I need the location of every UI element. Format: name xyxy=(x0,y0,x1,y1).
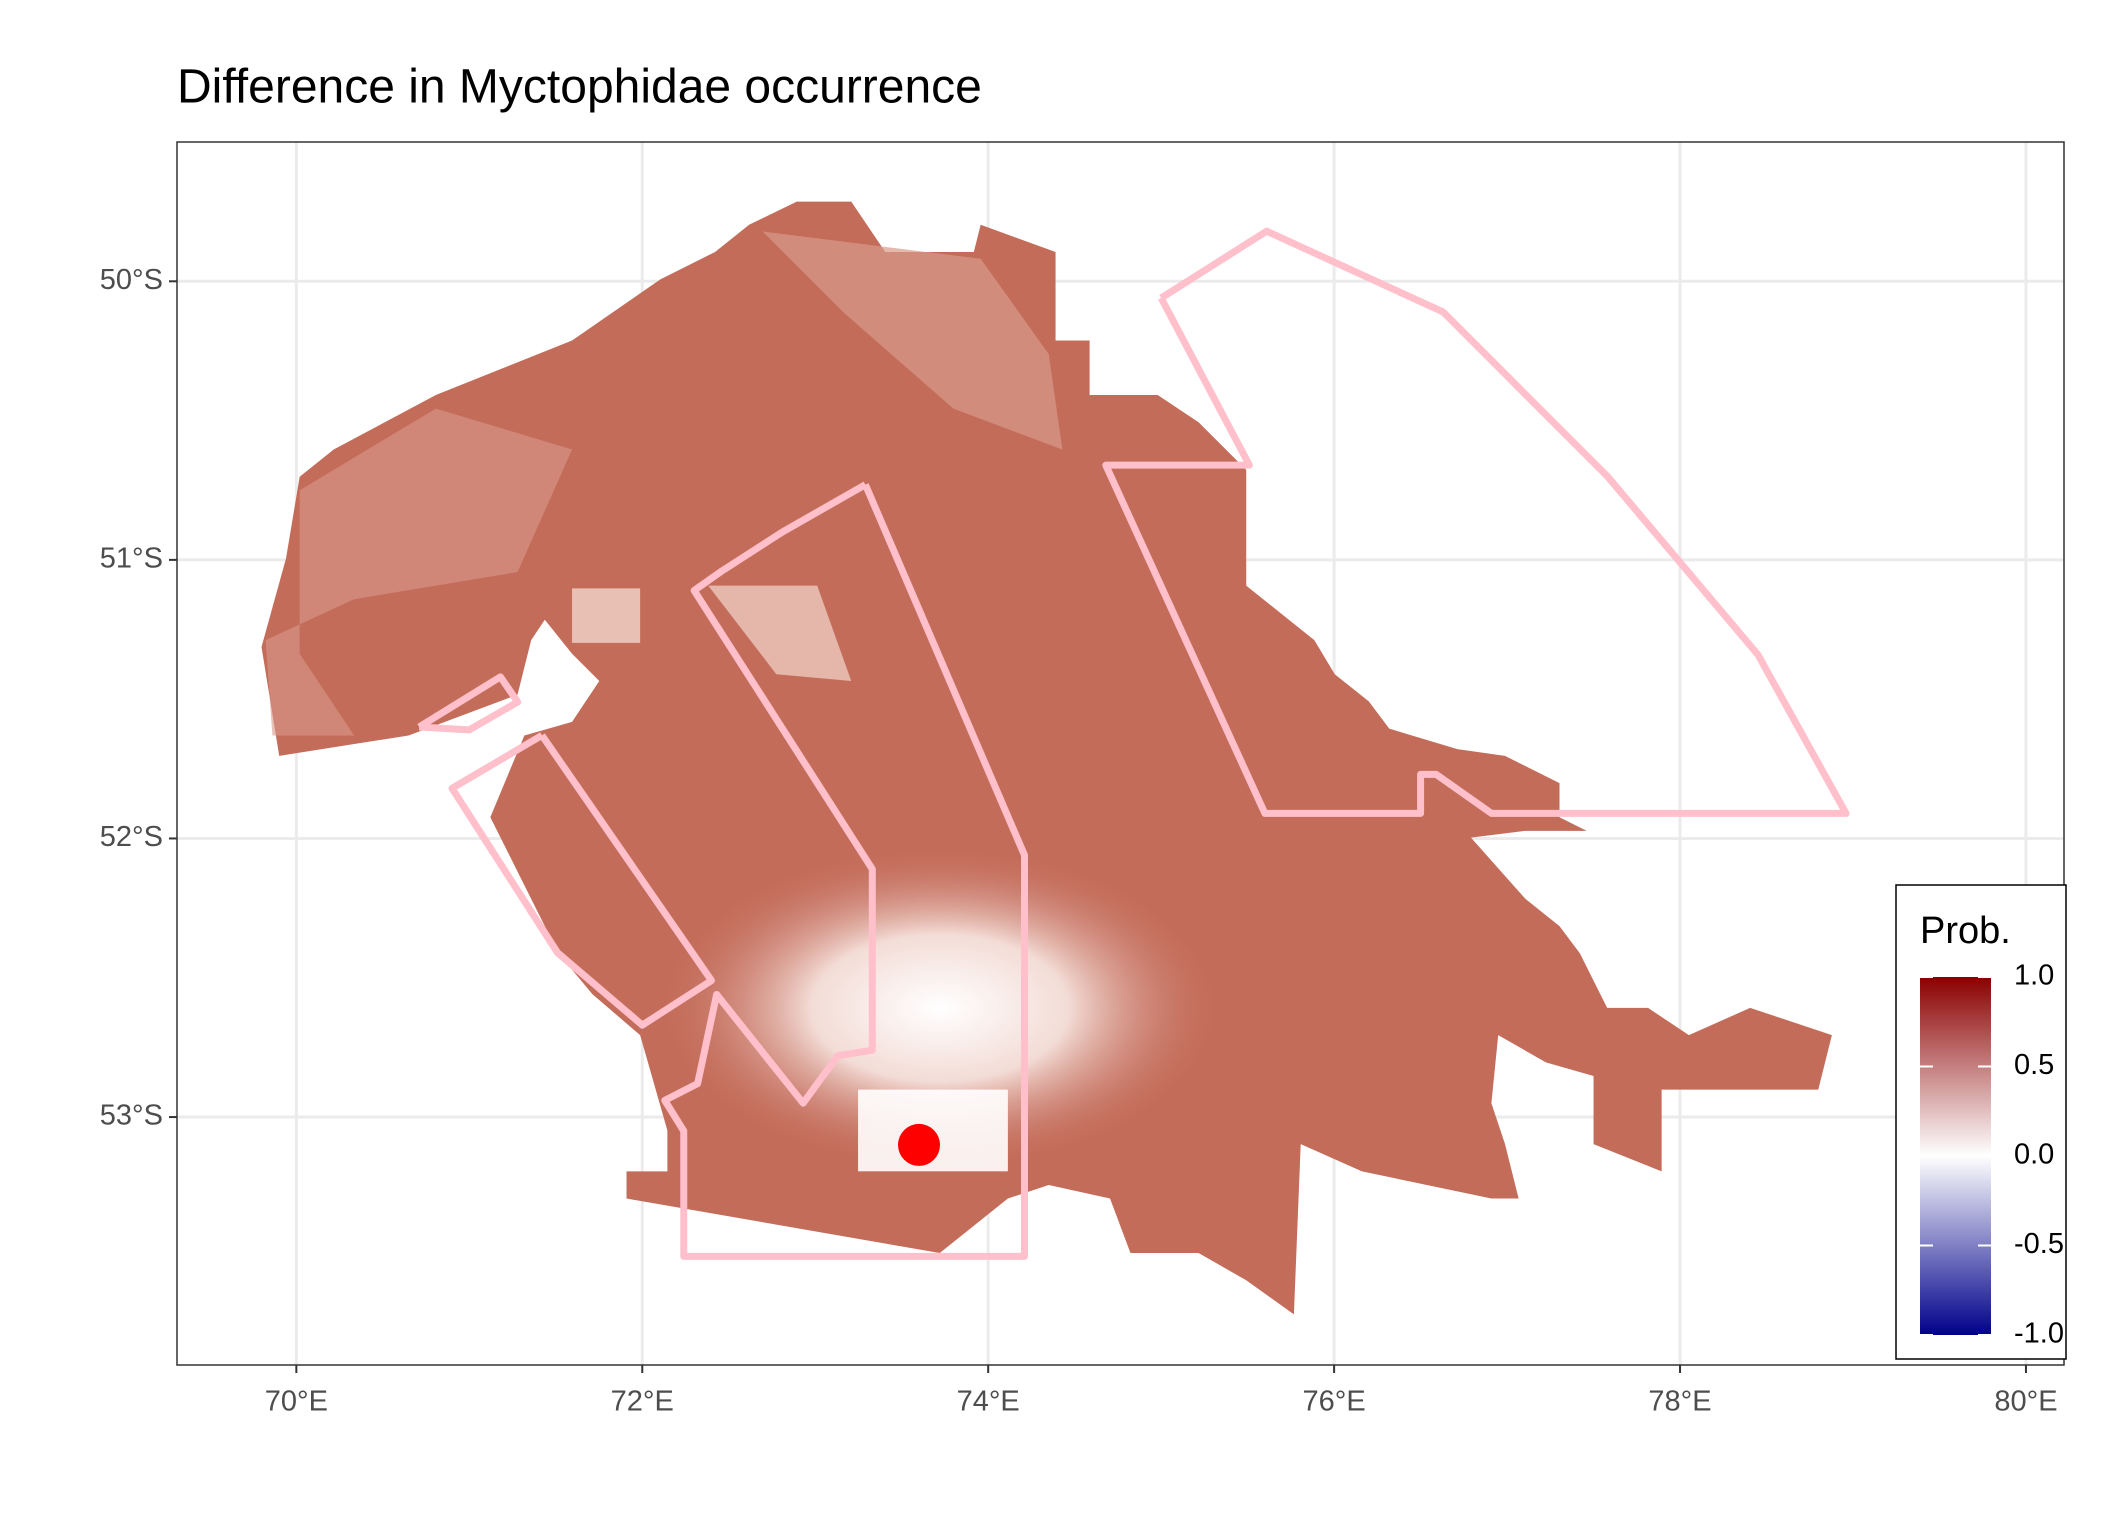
legend-tick-label: 0.0 xyxy=(2014,1139,2054,1171)
x-tick-label: 80°E xyxy=(1994,1386,2057,1418)
chart-title: Difference in Myctophidae occurrence xyxy=(177,61,982,114)
x-tick-label: 76°E xyxy=(1303,1386,1366,1418)
y-tick-label: 50°S xyxy=(100,264,163,296)
x-tick-label: 78°E xyxy=(1648,1386,1711,1418)
zone-outline xyxy=(417,673,522,734)
panel-border xyxy=(176,141,2065,1366)
legend-tick-label: -1.0 xyxy=(2014,1318,2064,1350)
legend-tick-label: -0.5 xyxy=(2014,1228,2064,1260)
legend-tick-label: 0.5 xyxy=(2014,1049,2054,1081)
x-tick-label: 72°E xyxy=(611,1386,674,1418)
zone-outline xyxy=(1102,227,1850,817)
raster-region xyxy=(261,201,1832,1315)
zone-outline xyxy=(661,481,1029,1260)
x-tick-label: 70°E xyxy=(265,1386,328,1418)
y-tick-label: 51°S xyxy=(100,543,163,575)
legend-tick-label: 1.0 xyxy=(2014,960,2054,992)
legend-title: Prob. xyxy=(1920,910,2011,952)
y-tick-label: 53°S xyxy=(100,1100,163,1132)
zone-outline xyxy=(448,732,715,1029)
x-tick-label: 74°E xyxy=(957,1386,1020,1418)
y-tick-label: 52°S xyxy=(100,821,163,853)
site-point xyxy=(898,1123,941,1166)
